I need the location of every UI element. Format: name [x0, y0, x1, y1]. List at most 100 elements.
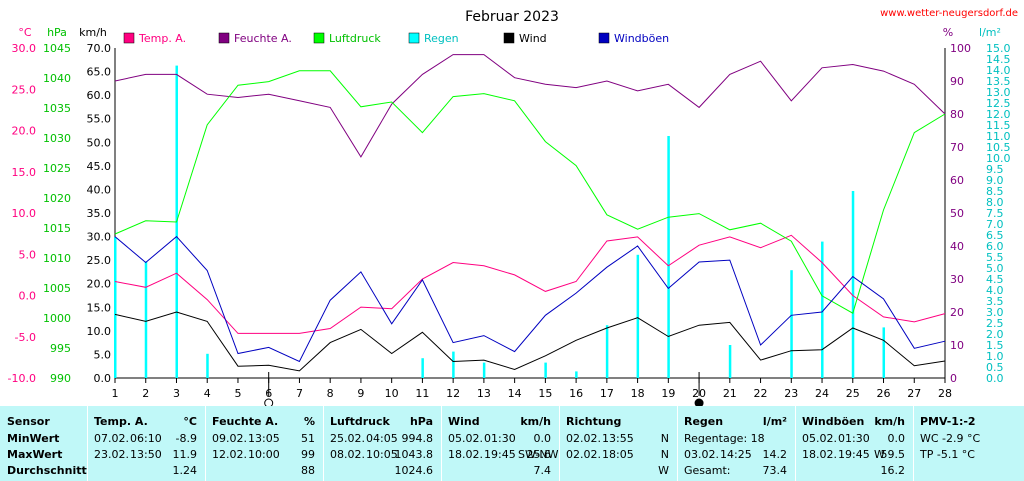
tick-label-wind: 45.0 [87, 160, 112, 173]
tick-label-humidity: 60 [950, 174, 964, 187]
legend-label: Wind [519, 32, 547, 45]
tick-label-rain: 8.5 [986, 185, 1004, 198]
legend-label: Windböen [614, 32, 669, 45]
humidity-min-value: 51 [301, 432, 315, 445]
legend-label: Luftdruck [329, 32, 381, 45]
humidity-min-time: 13:05 [248, 432, 280, 445]
tick-label-pressure: 1010 [43, 252, 71, 265]
x-tick-label: 4 [204, 387, 211, 400]
rain-max-time: 14:25 [720, 448, 752, 461]
rain-bar [421, 358, 424, 378]
x-tick-label: 17 [600, 387, 614, 400]
tick-label-temp: -5.0 [15, 331, 36, 344]
tick-label-wind: 25.0 [87, 254, 112, 267]
direction-max-value: N [660, 448, 669, 461]
rain-bar [482, 362, 486, 378]
tick-label-wind: 35.0 [87, 207, 112, 220]
direction-header: Richtung [566, 415, 622, 428]
x-tick-label: 22 [754, 387, 768, 400]
pressure-unit: hPa [409, 415, 433, 428]
temp-header: Temp. A. [94, 415, 148, 428]
x-tick-label: 2 [142, 387, 149, 400]
wind-min-value: 0.0 [533, 432, 552, 445]
axis-label-wind: km/h [79, 26, 107, 39]
tick-label-temp: 15.0 [12, 166, 37, 179]
rain-bar [821, 241, 824, 378]
tick-label-temp: 5.0 [19, 248, 37, 261]
tick-label-temp: 0.0 [19, 290, 37, 303]
humidity-unit: % [303, 415, 315, 428]
humidity-max-date: 12.02. [212, 448, 247, 461]
gusts-avg: 16.2 [880, 464, 906, 477]
gusts-max-time: 19:45 [838, 448, 870, 461]
stats-col-sensor: Sensor MinWert MaxWert Durchschnitt [0, 406, 88, 481]
tick-label-wind: 5.0 [94, 348, 112, 361]
pmv-wc: WC -2.9 °C [920, 432, 981, 445]
temp-max-date: 23.02. [94, 448, 129, 461]
axis-label-pressure: hPa [47, 26, 67, 39]
tick-label-pressure: 1000 [43, 312, 71, 325]
temp-min-value: -8.9 [175, 432, 197, 445]
tick-label-humidity: 100 [950, 42, 971, 55]
tick-label-rain: 10.0 [986, 152, 1011, 165]
tick-label-wind: 50.0 [87, 136, 112, 149]
stats-col-humidity: Feuchte A.% 09.02. 13:05 51 12.02. 10:00 99 … [206, 406, 324, 481]
tick-label-pressure: 1015 [43, 222, 71, 235]
temp-avg: 1.24 [172, 464, 198, 477]
temp-unit: °C [183, 415, 197, 428]
x-tick-label: 19 [661, 387, 675, 400]
tick-label-wind: 20.0 [87, 278, 112, 291]
tick-label-rain: 5.0 [986, 262, 1004, 275]
gusts-min-time: 01:30 [838, 432, 870, 445]
x-tick-label: 14 [508, 387, 522, 400]
rain-bar [575, 371, 578, 378]
stats-col-pmv: PMV-1:-2 WC -2.9 °C TP -5.1 °C [914, 406, 1024, 481]
x-tick-label: 10 [385, 387, 399, 400]
tick-label-wind: 10.0 [87, 325, 112, 338]
stats-col-temp: Temp. A. °C 07.02. 06:10 -8.9 23.02. 13:50 11… [88, 406, 206, 481]
rain-bar [882, 327, 886, 378]
tick-label-rain: 2.0 [986, 328, 1004, 341]
tick-label-humidity: 90 [950, 75, 964, 88]
tick-label-rain: 11.0 [986, 130, 1011, 143]
rain-unit: l/m² [762, 415, 787, 428]
rain-bar [605, 325, 609, 378]
gusts-unit: km/h [874, 415, 905, 428]
tick-label-wind: 0.0 [94, 372, 112, 385]
tick-label-rain: 7.5 [986, 207, 1004, 220]
x-tick-label: 23 [784, 387, 798, 400]
legend-label: Feuchte A. [234, 32, 292, 45]
legend-label: Temp. A. [138, 32, 186, 45]
x-tick-label: 13 [477, 387, 491, 400]
tick-label-pressure: 990 [50, 372, 71, 385]
rain-bar [667, 136, 670, 378]
wind-min-time: 01:30 [484, 432, 516, 445]
pmv-header: PMV-1:-2 [920, 415, 976, 428]
tick-label-rain: 1.5 [986, 339, 1004, 352]
gusts-min-value: 0.0 [887, 432, 906, 445]
tick-label-humidity: 70 [950, 141, 964, 154]
tick-label-rain: 13.0 [986, 86, 1011, 99]
stats-col-wind: Wind km/h 05.02. 01:30 0.0 18.02. 19:45 SW-NW… [442, 406, 560, 481]
tick-label-humidity: 40 [950, 240, 964, 253]
x-tick-label: 3 [173, 387, 180, 400]
tick-label-pressure: 1045 [43, 42, 71, 55]
tick-label-rain: 6.0 [986, 240, 1004, 253]
x-tick-label: 7 [296, 387, 303, 400]
pressure-max-value: 1043.8 [394, 448, 434, 461]
x-tick-label: 9 [357, 387, 364, 400]
tick-label-pressure: 1025 [43, 162, 71, 175]
humidity-header: Feuchte A. [212, 415, 279, 428]
tick-label-rain: 6.5 [986, 229, 1004, 242]
gusts-header: Windböen [802, 415, 865, 428]
gusts-max-dir: W [874, 448, 885, 461]
tick-label-rain: 0.5 [986, 361, 1004, 374]
axis-label-humidity: % [943, 26, 953, 39]
rain-header: Regen [684, 415, 724, 428]
rain-bar [728, 345, 732, 378]
tick-label-temp: 20.0 [12, 125, 37, 138]
x-tick-label: 24 [815, 387, 829, 400]
gusts-max-date: 18.02. [802, 448, 837, 461]
x-tick-label: 18 [631, 387, 645, 400]
tick-label-rain: 15.0 [986, 42, 1011, 55]
